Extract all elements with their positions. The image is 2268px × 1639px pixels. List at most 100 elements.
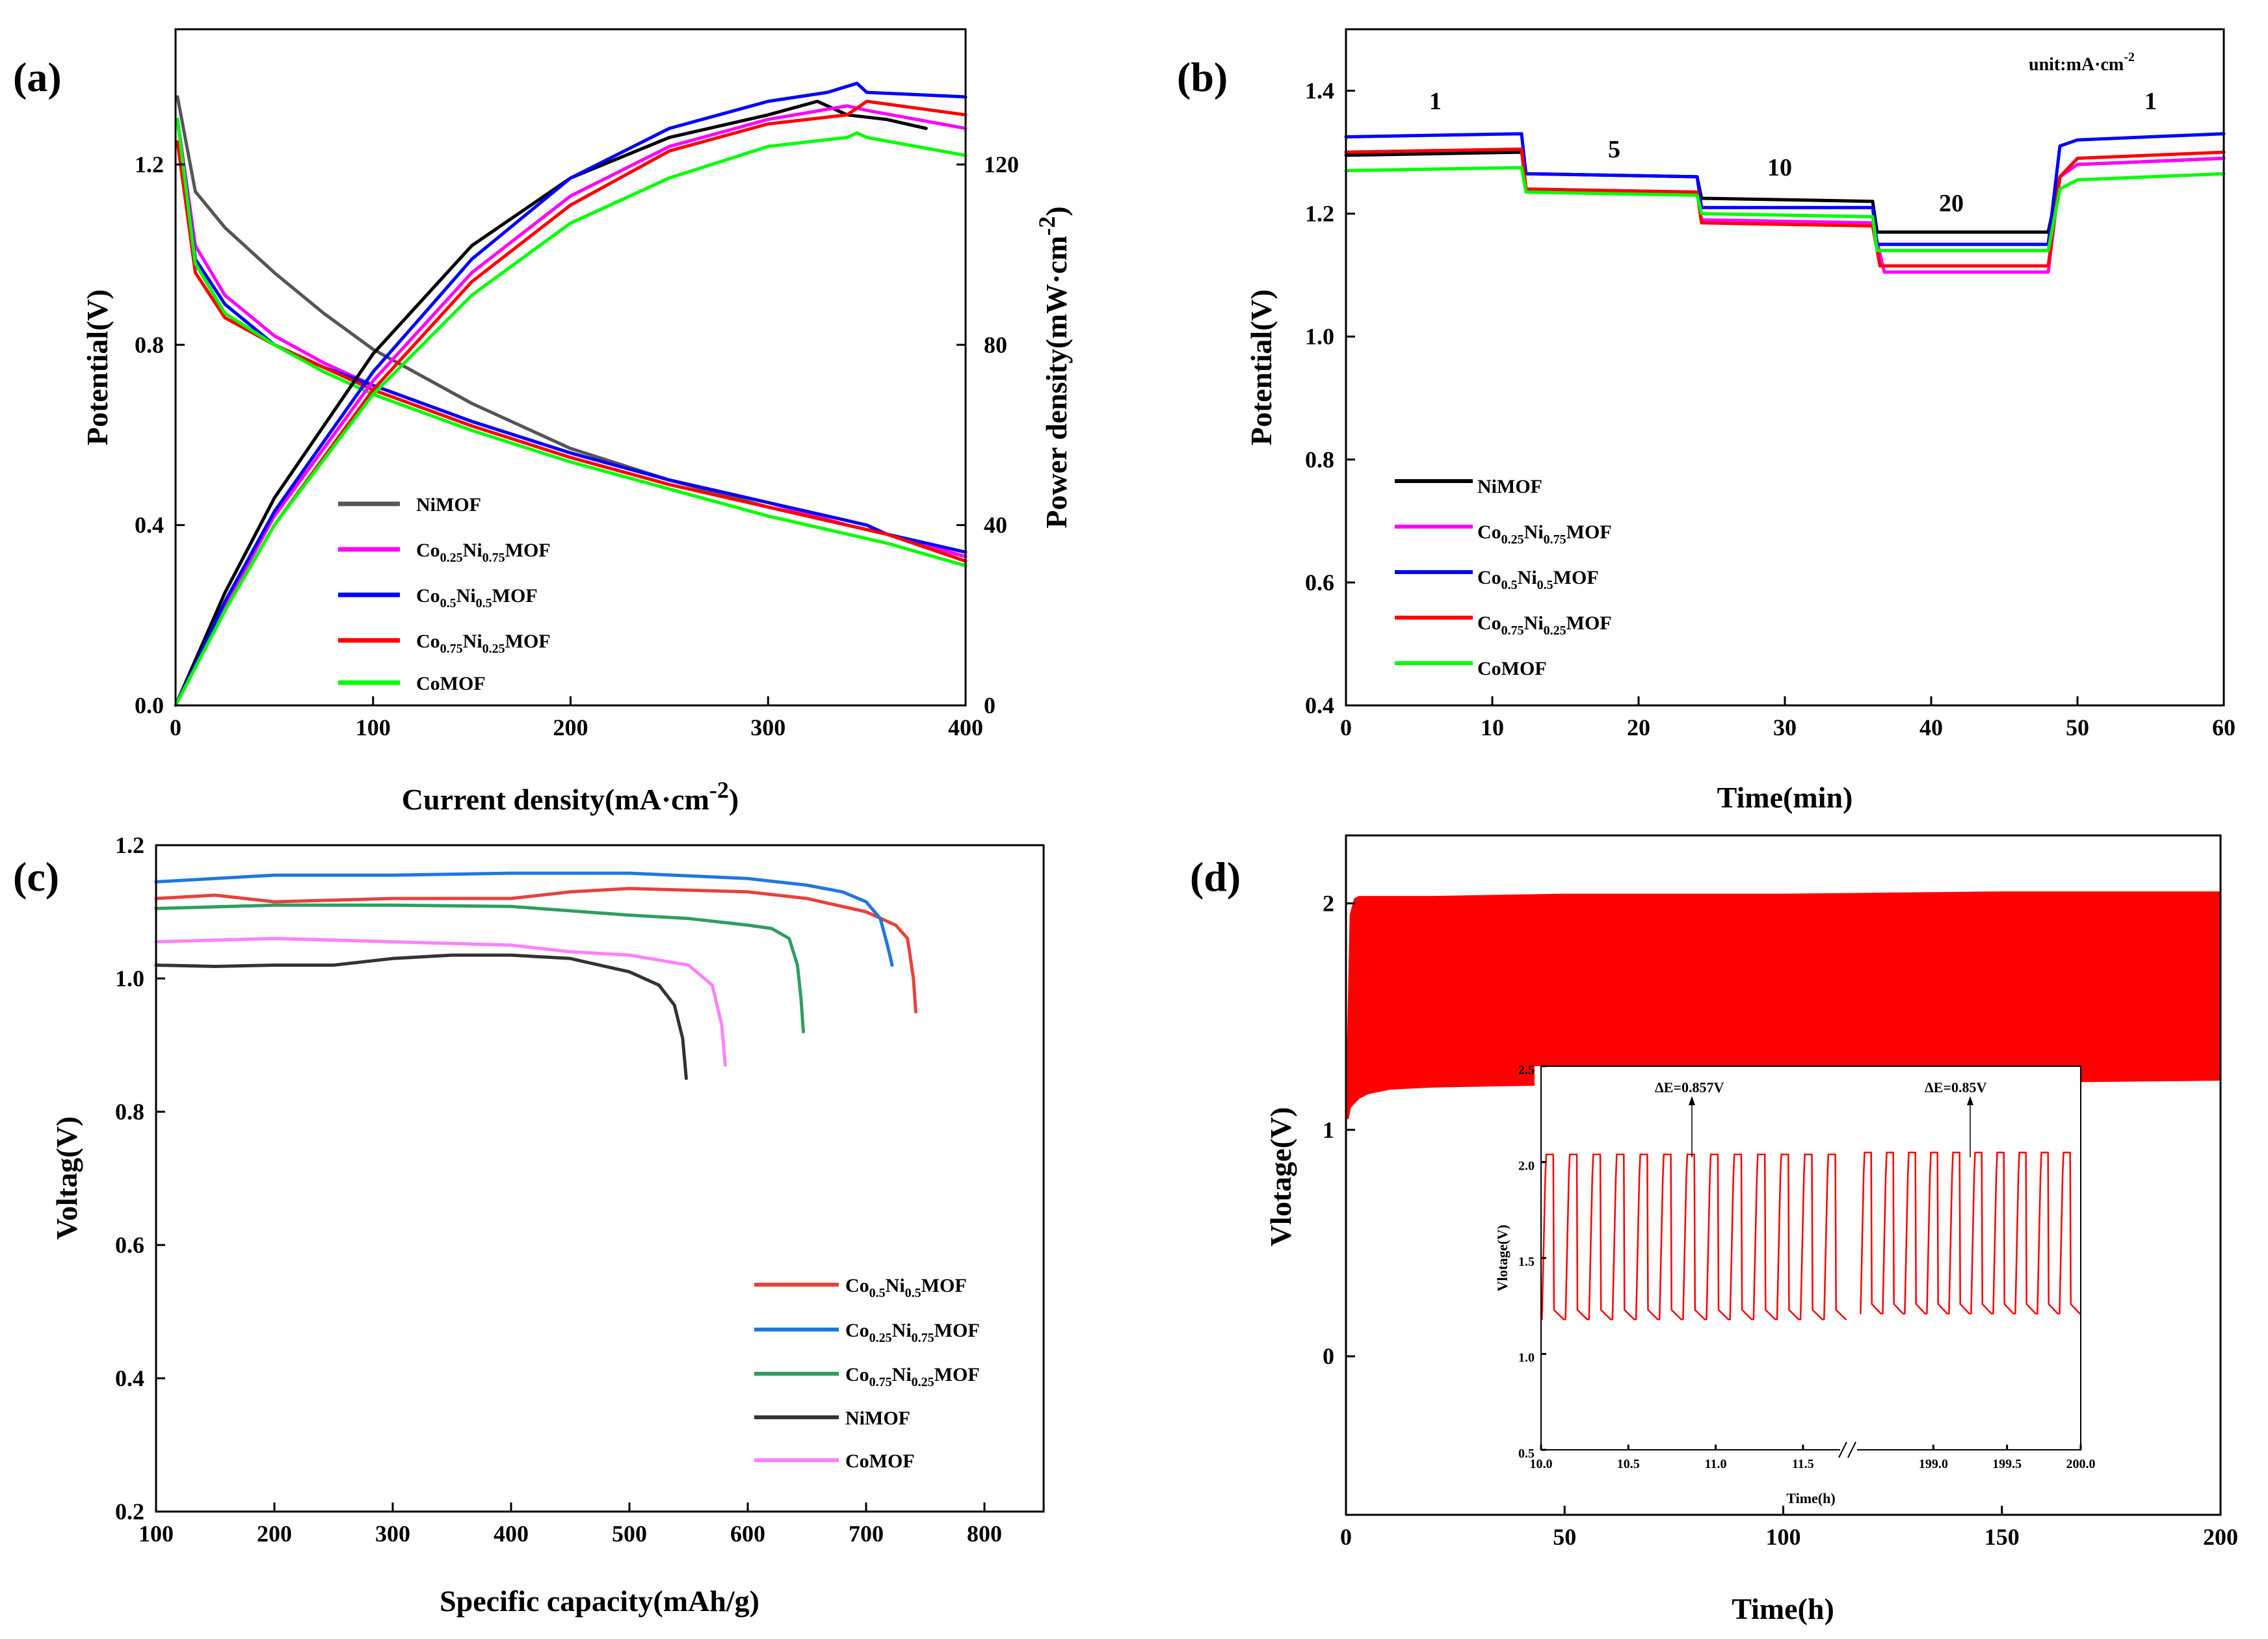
- panel-b-x-tick-label: 10: [1481, 715, 1504, 741]
- panel-a-y-right-axis-label: Power density(mW·cm-2): [1034, 206, 1073, 528]
- inset-annotation-right-arrowhead: [1967, 1096, 1973, 1105]
- inset-series-segment-2: [1860, 1151, 2081, 1315]
- panel-a-y-left-tick-label: 0.8: [135, 332, 164, 358]
- panel-a-y-left-tick-label: 0.0: [135, 692, 164, 718]
- panel-c-series-co075: [154, 903, 805, 1034]
- legend-c-comof-label: CoMOF: [845, 1450, 915, 1472]
- panel-b-series-comof: [1344, 166, 2226, 252]
- panel-a-y-right-tick-label: 40: [984, 512, 1007, 538]
- legend-b-co025-label: Co0.25Ni0.75MOF: [1477, 521, 1612, 547]
- panel-c-frame: [155, 844, 1045, 1513]
- panel-c-series-co05: [154, 887, 917, 1014]
- panel-a-series-comof-right: [174, 131, 968, 707]
- panel-b-step-label-1-end: 1: [2144, 88, 2157, 115]
- panel-a: (a) 0 100 200 300 400 0.00.40.81.2 04080120 …: [13, 28, 1073, 816]
- panel-c-series-co025: [154, 871, 894, 967]
- panel-a-series-co075-right: [174, 99, 968, 707]
- legend-a-co025-label: Co0.25Ni0.75MOF: [416, 540, 551, 565]
- inset-y-ticks: 0.5 1.0 1.5 2.0 2.5: [1518, 1063, 1546, 1461]
- panel-c-x-tick-label: 800: [967, 1521, 1002, 1547]
- panel-b-y-tick-label: 0.6: [1305, 570, 1334, 596]
- inset-y-axis-label: Vlotage(V): [1494, 1225, 1510, 1292]
- inset-y-tick-label: 1.5: [1518, 1255, 1535, 1269]
- panel-a-x-tick-label: 300: [750, 715, 785, 741]
- panel-d-y-ticks: 0 1 2: [1323, 891, 1355, 1369]
- panel-d-x-tick-label: 0: [1340, 1524, 1352, 1550]
- panel-b-frame: [1345, 28, 2225, 707]
- panel-d-label: (d): [1190, 854, 1241, 900]
- panel-c-x-tick-label: 500: [612, 1521, 647, 1547]
- panel-c-x-tick-label: 400: [494, 1521, 529, 1547]
- panel-c-series-comof: [154, 937, 727, 1067]
- panel-c-y-tick-label: 0.6: [115, 1232, 144, 1258]
- panel-c-x-ticks: 100 200 300 400 500 600 700 800: [138, 1502, 1002, 1547]
- panel-d-y-tick-label: 1: [1323, 1117, 1334, 1143]
- panel-a-x-tick-label: 400: [948, 715, 983, 741]
- panel-c-y-tick-label: 0.8: [115, 1099, 144, 1125]
- inset-series-group: [1541, 1151, 2081, 1320]
- legend-a-co075-label: Co0.75Ni0.25MOF: [416, 631, 551, 656]
- panel-a-series-co025-right: [174, 104, 968, 707]
- panel-b-step-label-1: 1: [1429, 88, 1442, 115]
- panel-b-step-label-5: 5: [1608, 136, 1620, 163]
- panel-c-x-axis-label: Specific capacity(mAh/g): [440, 1584, 759, 1618]
- panel-c-y-tick-label: 1.2: [115, 832, 144, 858]
- panel-b-step-label-10: 10: [1767, 154, 1792, 181]
- panel-d-y-axis-label: Vlotage(V): [1264, 1107, 1297, 1247]
- panel-b-y-ticks: 0.4 0.6 0.8 1.0 1.2 1.4: [1305, 78, 1355, 718]
- panel-a-y-left-ticks: 0.0 0.4 0.8 1.2: [135, 151, 185, 718]
- panel-a-series-co075-left: [176, 140, 968, 563]
- legend-c-co075-label: Co0.75Ni0.25MOF: [845, 1364, 980, 1389]
- legend-b-comof-label: CoMOF: [1477, 658, 1547, 679]
- panel-b-label: (b): [1177, 54, 1228, 100]
- panel-c-y-ticks: 0.2 0.4 0.6 0.8 1.0 1.2: [115, 832, 165, 1525]
- panel-b-x-tick-label: 40: [1919, 715, 1943, 741]
- panel-d-y-tick-label: 2: [1323, 891, 1334, 917]
- inset-x-right-tick-label: 199.0: [1919, 1457, 1948, 1471]
- inset-x-right-tick-label: 199.5: [1992, 1457, 2022, 1471]
- panel-a-x-tick-label: 100: [356, 715, 391, 741]
- inset-x-ticks: 10.0 10.5 11.0 11.5 199.0 199.5 200.0: [1530, 1445, 2096, 1471]
- panel-b-x-tick-label: 60: [2212, 715, 2235, 741]
- panel-b-series-co05: [1344, 132, 2226, 246]
- panel-d-y-tick-label: 0: [1323, 1343, 1334, 1369]
- inset-x-right-tick-label: 200.0: [2066, 1457, 2096, 1471]
- panel-b-x-tick-label: 0: [1340, 715, 1352, 741]
- inset-x-left-tick-label: 11.0: [1705, 1457, 1727, 1471]
- panel-c-x-tick-label: 300: [375, 1521, 410, 1547]
- panel-a-y-right-tick-label: 120: [984, 151, 1019, 177]
- inset-axis-break-mark-1: [1838, 1441, 1847, 1458]
- panel-a-y-right-tick-label: 0: [984, 692, 996, 718]
- panel-b-y-tick-label: 1.0: [1305, 324, 1334, 350]
- panel-a-series-group: [174, 81, 968, 707]
- inset-x-left-tick-label: 11.5: [1792, 1457, 1814, 1471]
- inset-y-tick-label: 2.0: [1518, 1159, 1535, 1174]
- panel-b-y-axis-label: Potential(V): [1245, 289, 1278, 445]
- panel-b-step-label-20: 20: [1939, 190, 1964, 217]
- panel-a-y-right-tick-label: 80: [984, 332, 1007, 358]
- inset-annotation-left: ΔE=0.857V: [1655, 1079, 1724, 1095]
- panel-b-unit-note: unit:mA·cm-2: [2029, 50, 2135, 75]
- panel-d-x-tick-label: 100: [1766, 1524, 1801, 1550]
- panel-a-series-co05-left: [176, 118, 968, 554]
- panel-b: (b) 0 10 20 30 40 50 60 0.4 0.6 0.8 1.0 1.2 1.4 Tim…: [1177, 28, 2235, 814]
- panel-d-x-tick-label: 50: [1553, 1524, 1576, 1550]
- panel-a-series-comof-left: [176, 118, 968, 568]
- panel-c-y-tick-label: 0.4: [115, 1365, 144, 1391]
- panel-b-x-axis-label: Time(min): [1717, 781, 1853, 814]
- panel-b-legend: NiMOF Co0.25Ni0.75MOF Co0.5Ni0.5MOF Co0.…: [1395, 476, 1612, 679]
- panel-b-x-tick-label: 20: [1627, 715, 1650, 741]
- legend-c-co025-label: Co0.25Ni0.75MOF: [845, 1320, 980, 1345]
- legend-b-nimof-label: NiMOF: [1477, 476, 1542, 497]
- inset-y-tick-label: 2.5: [1518, 1063, 1535, 1077]
- inset-x-axis-label: Time(h): [1786, 1490, 1835, 1506]
- inset-annotation-left-arrowhead: [1689, 1096, 1695, 1105]
- panel-c-series-nimof: [154, 953, 688, 1081]
- panel-b-x-ticks: 0 10 20 30 40 50 60: [1340, 696, 2235, 741]
- panel-a-series-nimof-right: [174, 99, 928, 707]
- panel-a-y-right-ticks: 0 40 80 120: [956, 151, 1019, 718]
- panel-d-x-axis-label: Time(h): [1732, 1592, 1834, 1625]
- inset-series-segment-1: [1541, 1153, 1847, 1320]
- panel-a-label: (a): [13, 54, 62, 100]
- panel-d-x-ticks: 0 50 100 150 200: [1340, 1506, 2238, 1550]
